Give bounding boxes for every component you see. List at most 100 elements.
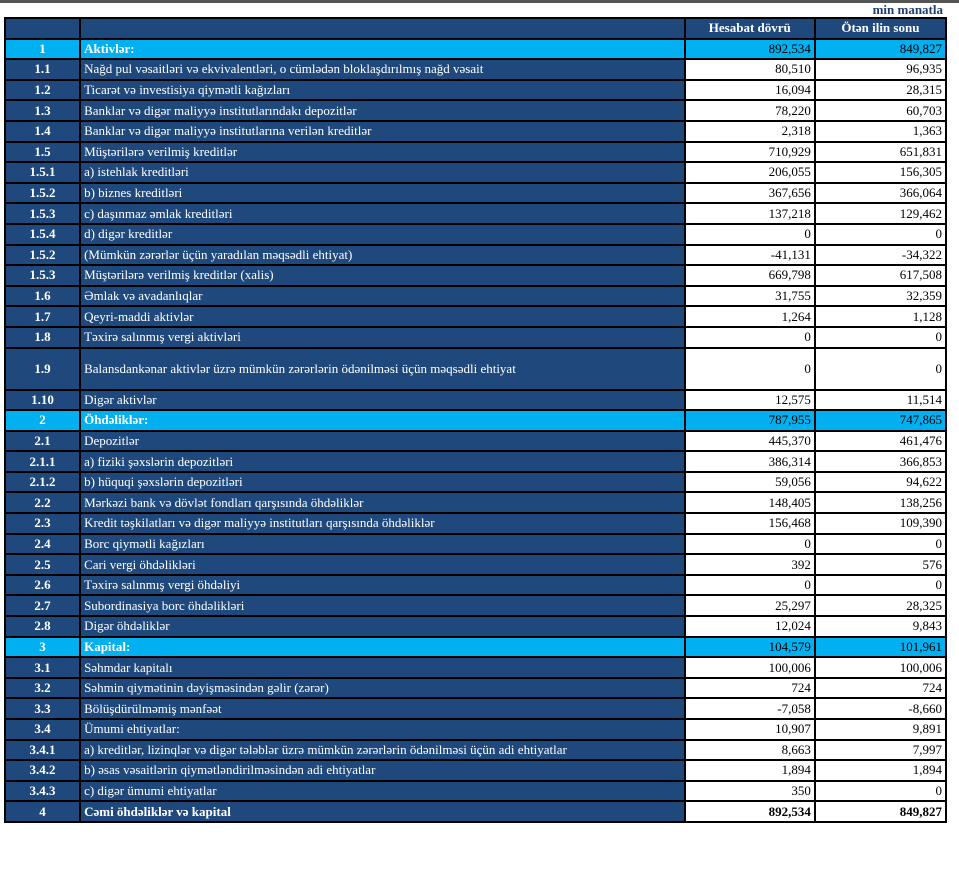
value-previous: 28,315 [813, 78, 948, 102]
value-current: -41,131 [683, 243, 816, 267]
header-row: Hesabat dövrü Ötən ilin sonu [3, 17, 948, 40]
row-number: 2.1 [3, 429, 82, 453]
value-current: 137,218 [683, 202, 816, 225]
row-label: Kapital: [79, 635, 686, 659]
value-previous: 96,935 [813, 58, 948, 81]
row-label: Müştərilərə verilmiş kreditlər (xalis) [79, 264, 686, 287]
table-row: 3.4.3 c) digər ümumi ehtiyatlar 350 0 [3, 779, 948, 803]
value-current: 78,220 [683, 99, 816, 122]
row-number: 3.4 [3, 718, 82, 741]
value-previous: 1,128 [813, 305, 948, 328]
row-number: 4 [3, 800, 82, 823]
row-number: 2.2 [3, 491, 82, 515]
header-label [79, 17, 686, 40]
value-current: 724 [683, 676, 816, 700]
value-current: 80,510 [683, 58, 816, 81]
row-label: Nağd pul vəsaitləri və ekvivalentləri, o… [79, 58, 686, 81]
row-label: Cari vergi öhdəlikləri [79, 553, 686, 576]
table-row: 1.7 Qeyri-maddi aktivlər 1,264 1,128 [3, 305, 948, 328]
value-previous: 1,363 [813, 119, 948, 143]
table-row: 1.5.2 b) biznes kreditləri 367,656 366,064 [3, 181, 948, 205]
row-label: Subordinasiya borc öhdəlikləri [79, 594, 686, 618]
row-number: 1.6 [3, 284, 82, 308]
row-number: 1.2 [3, 78, 82, 102]
row-label: b) biznes kreditləri [79, 181, 686, 205]
value-current: 892,534 [683, 800, 816, 823]
row-number: 1 [3, 37, 82, 61]
table-row: 2.4 Borc qiymətli kağızları 0 0 [3, 532, 948, 556]
value-previous: 28,325 [813, 594, 948, 618]
value-current: 148,405 [683, 491, 816, 515]
table-row: 3.4.1 a) kreditlər, lizinqlər və digər tə… [3, 738, 948, 762]
row-label: Digər aktivlər [79, 388, 686, 412]
row-label: Qeyri-maddi aktivlər [79, 305, 686, 328]
table-row: 1.5.3 c) daşınmaz əmlak kreditləri 137,218… [3, 202, 948, 225]
value-current: 12,024 [683, 615, 816, 638]
value-current: 8,663 [683, 738, 816, 762]
row-label: Ticarət və investisiya qiymətli kağızlar… [79, 78, 686, 102]
table-row: 1.9 Balansdankənar aktivlər üzrə mümkün z… [3, 346, 948, 391]
table-row: 3.4.2 b) əsas vəsaitlərin qiymətləndirilm… [3, 759, 948, 782]
value-current: 25,297 [683, 594, 816, 618]
row-label: a) fiziki şəxslərin depozitləri [79, 450, 686, 473]
table-row: 1 Aktivlər: 892,534 849,827 [3, 37, 948, 61]
row-label: Ümumi ehtiyatlar: [79, 718, 686, 741]
row-number: 2 [3, 409, 82, 432]
value-previous: 60,703 [813, 99, 948, 122]
value-previous: 366,853 [813, 450, 948, 473]
table-row: 1.5.4 d) digər kreditlər 0 0 [3, 222, 948, 246]
value-previous: 11,514 [813, 388, 948, 412]
row-number: 3 [3, 635, 82, 659]
value-previous: 129,462 [813, 202, 948, 225]
table-row: 2.1.2 b) hüquqi şəxslərin depozitləri 59,0… [3, 470, 948, 494]
table-row: 3.4 Ümumi ehtiyatlar: 10,907 9,891 [3, 718, 948, 741]
row-label: Əmlak və avadanlıqlar [79, 284, 686, 308]
table-row: 2.5 Cari vergi öhdəlikləri 392 576 [3, 553, 948, 576]
table-row: 2.1 Depozitlər 445,370 461,476 [3, 429, 948, 453]
row-number: 2.1.2 [3, 470, 82, 494]
table-row: 3.1 Səhmdar kapitalı 100,006 100,006 [3, 656, 948, 679]
value-previous: 0 [813, 222, 948, 246]
value-current: -7,058 [683, 697, 816, 720]
value-previous: 100,006 [813, 656, 948, 679]
row-number: 2.6 [3, 573, 82, 597]
row-label: Depozitlər [79, 429, 686, 453]
row-label: b) hüquqi şəxslərin depozitləri [79, 470, 686, 494]
value-current: 710,929 [683, 140, 816, 164]
table-row: 1.5.2 (Mümkün zərərlər üçün yaradılan məq… [3, 243, 948, 267]
value-previous: 576 [813, 553, 948, 576]
row-label: Səhmin qiymətinin dəyişməsindən gəlir (z… [79, 676, 686, 700]
header-previous: Ötən ilin sonu [813, 17, 948, 40]
value-current: 787,955 [683, 409, 816, 432]
value-current: 31,755 [683, 284, 816, 308]
row-number: 1.7 [3, 305, 82, 328]
row-label: c) daşınmaz əmlak kreditləri [79, 202, 686, 225]
value-current: 350 [683, 779, 816, 803]
row-label: Öhdəliklər: [79, 409, 686, 432]
table-row: 1.5.1 a) istehlak kreditləri 206,055 156,30… [3, 161, 948, 184]
row-label: a) istehlak kreditləri [79, 161, 686, 184]
table-row: 2.6 Təxirə salınmış vergi öhdəliyi 0 0 [3, 573, 948, 597]
row-label: Cəmi öhdəliklər və kapital [79, 800, 686, 823]
row-number: 1.5.2 [3, 181, 82, 205]
value-previous: 366,064 [813, 181, 948, 205]
table-row: 1.6 Əmlak və avadanlıqlar 31,755 32,359 [3, 284, 948, 308]
table-row: 4 Cəmi öhdəliklər və kapital 892,534 849,82… [3, 800, 948, 823]
row-label: Mərkəzi bank və dövlət fondları qarşısın… [79, 491, 686, 515]
row-number: 2.1.1 [3, 450, 82, 473]
row-label: c) digər ümumi ehtiyatlar [79, 779, 686, 803]
value-previous: 9,843 [813, 615, 948, 638]
row-label: Müştərilərə verilmiş kreditlər [79, 140, 686, 164]
row-label: Bölüşdürülməmiş mənfəət [79, 697, 686, 720]
value-previous: 7,997 [813, 738, 948, 762]
value-current: 206,055 [683, 161, 816, 184]
value-previous: 1,894 [813, 759, 948, 782]
value-current: 104,579 [683, 635, 816, 659]
table-row: 2.1.1 a) fiziki şəxslərin depozitləri 386,… [3, 450, 948, 473]
value-previous: 101,961 [813, 635, 948, 659]
value-previous: 0 [813, 346, 948, 391]
row-number: 3.2 [3, 676, 82, 700]
value-current: 10,907 [683, 718, 816, 741]
row-label: b) əsas vəsaitlərin qiymətləndirilməsind… [79, 759, 686, 782]
row-label: Banklar və digər maliyyə institutlarında… [79, 99, 686, 122]
